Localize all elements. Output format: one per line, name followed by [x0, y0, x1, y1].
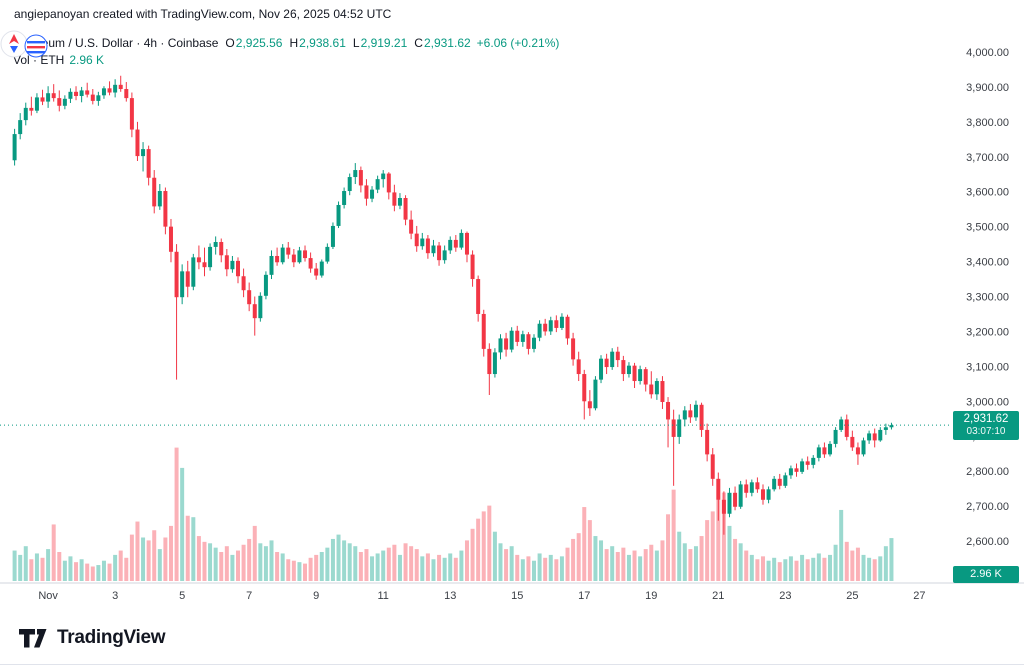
- svg-text:3,400.00: 3,400.00: [966, 257, 1009, 269]
- low-value: 2,919.21: [360, 36, 408, 50]
- svg-text:2,800.00: 2,800.00: [966, 466, 1009, 478]
- sticker-rocket-icon: [0, 30, 28, 58]
- close-value: 2,931.62: [423, 36, 471, 50]
- attribution-text: angiepanoyan created with TradingView.co…: [14, 7, 392, 21]
- svg-text:2,600.00: 2,600.00: [966, 536, 1009, 548]
- svg-text:3,200.00: 3,200.00: [966, 326, 1009, 338]
- close-label: C: [414, 36, 423, 50]
- svg-text:17: 17: [578, 590, 590, 602]
- svg-text:4,000.00: 4,000.00: [966, 47, 1009, 59]
- legend-line-symbol: Ethereum / U.S. Dollar · 4h · Coinbase O2…: [13, 35, 559, 52]
- svg-text:3,600.00: 3,600.00: [966, 187, 1009, 199]
- attribution-bar: angiepanoyan created with TradingView.co…: [0, 0, 1024, 28]
- svg-text:19: 19: [645, 590, 657, 602]
- chart-panel[interactable]: 4,000.00 3,900.00 3,800.00 3,700.00 3,600.00…: [0, 28, 1024, 612]
- svg-text:25: 25: [846, 590, 858, 602]
- svg-text:3,900.00: 3,900.00: [966, 82, 1009, 94]
- tradingview-brand[interactable]: TradingView: [57, 627, 166, 648]
- svg-text:23: 23: [779, 590, 791, 602]
- svg-text:Nov: Nov: [38, 590, 58, 602]
- svg-text:2,700.00: 2,700.00: [966, 501, 1009, 513]
- footer-bar: TradingView: [0, 612, 1024, 665]
- last-volume-badge: 2.96 K: [953, 566, 1019, 583]
- svg-text:3,100.00: 3,100.00: [966, 361, 1009, 373]
- tradingview-logo-icon[interactable]: [18, 627, 48, 649]
- volume-bars: [12, 447, 894, 581]
- svg-text:21: 21: [712, 590, 724, 602]
- svg-text:3,700.00: 3,700.00: [966, 152, 1009, 164]
- volume-label: Vol · ETH: [13, 53, 65, 67]
- sticker-flag-icon: [24, 34, 48, 58]
- svg-text:3,000.00: 3,000.00: [966, 396, 1009, 408]
- time-axis-labels[interactable]: Nov 3 5 7 9 11 13 15 17 19 21 23 25 27: [38, 590, 925, 602]
- svg-text:3: 3: [112, 590, 118, 602]
- svg-text:7: 7: [246, 590, 252, 602]
- candles: [12, 75, 894, 535]
- svg-text:3,800.00: 3,800.00: [966, 117, 1009, 129]
- low-label: L: [352, 36, 360, 50]
- svg-text:9: 9: [313, 590, 319, 602]
- symbol-title[interactable]: Ethereum / U.S. Dollar · 4h · Coinbase: [13, 36, 219, 50]
- svg-text:13: 13: [444, 590, 456, 602]
- price-axis-labels[interactable]: 4,000.00 3,900.00 3,800.00 3,700.00 3,600.00…: [966, 47, 1009, 548]
- svg-text:3,500.00: 3,500.00: [966, 222, 1009, 234]
- community-stickers: [0, 30, 48, 58]
- chart-legend: Ethereum / U.S. Dollar · 4h · Coinbase O2…: [13, 35, 559, 69]
- svg-text:5: 5: [179, 590, 185, 602]
- svg-text:15: 15: [511, 590, 523, 602]
- bar-countdown: 03:07:10: [966, 426, 1006, 438]
- high-label: H: [289, 36, 299, 50]
- open-label: O: [225, 36, 235, 50]
- legend-line-volume: Vol · ETH 2.96 K: [13, 52, 559, 69]
- high-value: 2,938.61: [299, 36, 346, 50]
- svg-text:11: 11: [377, 590, 388, 602]
- svg-text:3,300.00: 3,300.00: [966, 292, 1009, 304]
- open-value: 2,925.56: [235, 36, 283, 50]
- last-price-badge: 2,931.62 03:07:10: [953, 411, 1019, 441]
- volume-value: 2.96 K: [69, 53, 105, 67]
- change-value: +6.06 (+0.21%): [476, 36, 560, 50]
- candlestick-chart[interactable]: 4,000.00 3,900.00 3,800.00 3,700.00 3,600.00…: [0, 28, 1024, 612]
- last-price-value: 2,931.62: [963, 413, 1009, 426]
- svg-text:27: 27: [913, 590, 925, 602]
